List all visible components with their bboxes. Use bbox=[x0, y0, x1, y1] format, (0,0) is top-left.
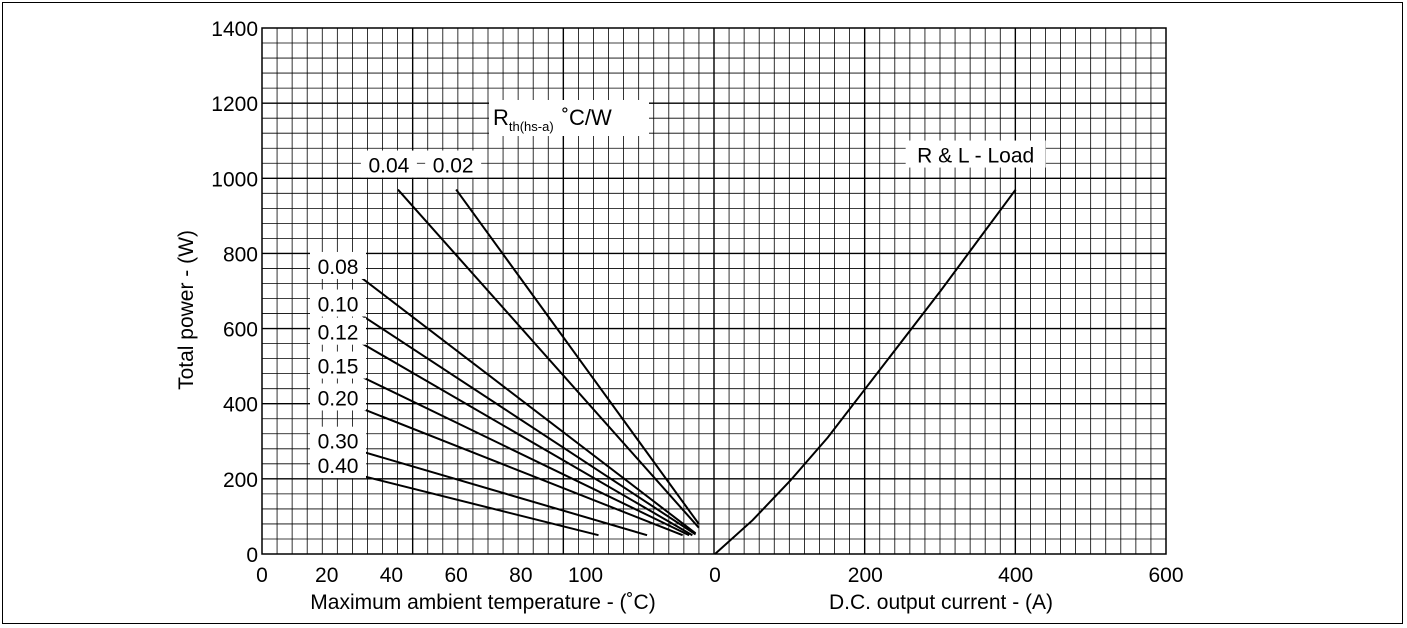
x-axis-label-current: D.C. output current - (A) bbox=[829, 591, 1053, 614]
label-0.10: 0.10 bbox=[310, 289, 366, 317]
rth-line-0.15 bbox=[358, 374, 690, 537]
y-tick-label: 1200 bbox=[211, 93, 258, 116]
plot-border bbox=[261, 27, 1167, 555]
label-0.02: 0.02 bbox=[425, 150, 482, 178]
rth-subscript: th(hs-a) bbox=[509, 119, 554, 134]
series-labels: 0.02 0.04 0.08 0.10 0.12 0.15 0.20 0.300.40 R & … bbox=[310, 140, 1046, 479]
svg-text:Rth(hs-a)˚C/W: Rth(hs-a) ˚C/W bbox=[493, 105, 612, 134]
series-label: 0.04 bbox=[368, 155, 409, 178]
label-0.30: 0.30 bbox=[310, 426, 366, 454]
x-tick-label-current: 400 bbox=[998, 564, 1033, 587]
label-box bbox=[310, 289, 366, 317]
series-label: R & L - Load bbox=[917, 145, 1034, 168]
rth-line-0.04 bbox=[397, 188, 700, 529]
series-label: 0.02 bbox=[433, 155, 474, 178]
y-tick-label: 1000 bbox=[211, 168, 258, 191]
y-tick-label: 0 bbox=[246, 544, 258, 567]
x-tick-label-temperature: 60 bbox=[444, 564, 467, 587]
x-tick-label-temperature: 20 bbox=[315, 564, 338, 587]
y-tick-label: 800 bbox=[223, 243, 258, 266]
rth-family-title: Rth(hs-a) ˚C/W bbox=[489, 100, 649, 136]
x-tick-labels: 0 20 40 60 80 100 0 200 400 600 bbox=[256, 564, 1183, 587]
label-load: R & L - Load bbox=[905, 140, 1046, 168]
label-box bbox=[310, 451, 366, 479]
series-label: 0.15 bbox=[318, 356, 359, 379]
series-layer bbox=[358, 188, 1017, 555]
label-0.20: 0.20 bbox=[310, 383, 366, 411]
series-label: 0.08 bbox=[318, 256, 359, 279]
label-box bbox=[360, 150, 417, 178]
y-tick-labels: 0 200 400 600 800 1000 1200 1400 bbox=[211, 18, 258, 567]
rth-line-0.10 bbox=[358, 312, 697, 536]
y-tick-label: 1400 bbox=[211, 18, 258, 41]
series-label: 0.30 bbox=[318, 431, 359, 454]
x-tick-label-temperature: 40 bbox=[380, 564, 403, 587]
rth-line-0.12 bbox=[358, 340, 693, 537]
series-label: 0.40 bbox=[318, 455, 359, 478]
rth-line-0.20 bbox=[358, 406, 684, 537]
rth-line-0.02 bbox=[455, 188, 700, 525]
x-tick-label-temperature: 0 bbox=[709, 564, 721, 587]
label-box bbox=[905, 140, 1046, 168]
y-tick-label: 600 bbox=[223, 319, 258, 342]
label-box bbox=[310, 383, 366, 411]
label-0.08: 0.08 bbox=[310, 251, 366, 279]
rth-symbol: R bbox=[493, 105, 509, 130]
series-label: 0.20 bbox=[318, 387, 359, 410]
rth-line-0.30 bbox=[358, 449, 648, 537]
rth-line-0.08 bbox=[358, 275, 697, 535]
x-axis-label-temperature: Maximum ambient temperature - (˚C) bbox=[310, 591, 655, 614]
load-curve bbox=[714, 188, 1017, 555]
label-box bbox=[310, 351, 366, 379]
label-box bbox=[310, 251, 366, 279]
rth-line-0.40 bbox=[358, 474, 599, 537]
label-0.15: 0.15 bbox=[310, 351, 366, 379]
x-tick-label-current: 200 bbox=[848, 564, 883, 587]
label-box bbox=[310, 317, 366, 345]
series-label: 0.12 bbox=[318, 322, 359, 345]
series-label: 0.10 bbox=[318, 294, 359, 317]
x-tick-label-temperature: 100 bbox=[568, 564, 603, 587]
x-tick-label-temperature: 80 bbox=[509, 564, 532, 587]
label-box bbox=[310, 426, 366, 454]
label-0.12: 0.12 bbox=[310, 317, 366, 345]
y-tick-label: 400 bbox=[223, 394, 258, 417]
label-0.04: 0.04 bbox=[360, 150, 417, 178]
rth-unit: ˚C/W bbox=[562, 105, 612, 130]
x-tick-label-temperature: 0 bbox=[256, 564, 268, 587]
y-tick-label: 200 bbox=[223, 469, 258, 492]
y-axis-label: Total power - (W) bbox=[175, 230, 198, 390]
label-0.40: 0.40 bbox=[310, 451, 366, 479]
label-box bbox=[425, 150, 482, 178]
x-tick-label-current: 600 bbox=[1148, 564, 1183, 587]
